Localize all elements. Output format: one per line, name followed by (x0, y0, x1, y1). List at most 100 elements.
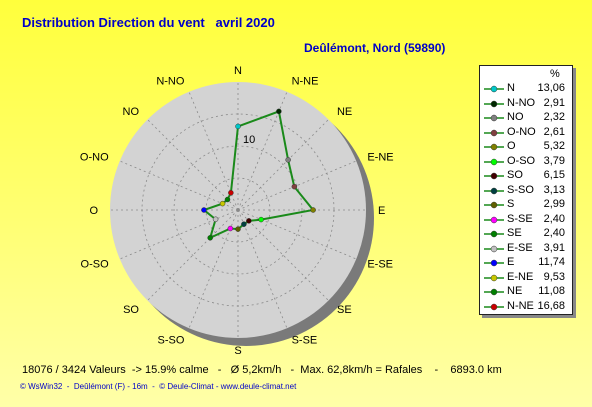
compass-label-s-se: S-SE (292, 334, 318, 346)
legend-swatch (484, 100, 504, 107)
compass-label-e-se: E-SE (367, 259, 393, 271)
legend: % N 13,06 N-NO 2,91 NO 2,32 O-NO 2,61 O 5,32 O-SO 3… (479, 65, 573, 315)
footer-stats: 18076 / 3424 Valeurs -> 15.9% calme - Ø … (22, 364, 502, 376)
legend-value: 3,79 (543, 154, 565, 167)
compass-labels: N N-NE NE E-NE E E-SE SE S-SE S S-SO SO O-SO O O-NO NO… (80, 65, 394, 357)
legend-swatch (484, 172, 504, 180)
compass-label-se: SE (337, 304, 352, 316)
compass-label-ne: NE (337, 106, 352, 118)
grid-spoke (237, 119, 329, 211)
legend-value: 6,15 (543, 169, 565, 181)
legend-value: 9,53 (543, 270, 565, 283)
legend-item: NO 2,32 (480, 111, 572, 125)
legend-value: 2,99 (543, 198, 565, 210)
legend-label: NE (507, 285, 523, 297)
marker-s (235, 226, 241, 232)
legend-item: SO 6,15 (480, 169, 572, 183)
legend-label: NO (507, 111, 524, 123)
compass-label-no: NO (123, 106, 140, 118)
legend-value: 2,61 (543, 125, 565, 138)
legend-item: E-NE 9,53 (480, 271, 572, 285)
legend-swatch (484, 274, 504, 281)
chart-grid (110, 82, 366, 338)
marker-se (246, 218, 252, 224)
legend-value: 3,13 (543, 183, 565, 196)
legend-label: S (507, 198, 515, 210)
legend-value: 13,06 (537, 82, 565, 94)
footer-credits: © WsWin32 - Deûlémont (F) - 16m - © Deul… (20, 382, 297, 391)
legend-swatch (484, 114, 504, 122)
legend-item: SE 2,40 (480, 227, 572, 241)
legend-swatch (484, 288, 504, 296)
legend-item: N-NE 16,68 (480, 300, 572, 314)
compass-label-s-so: S-SO (158, 334, 185, 346)
grid-ring (173, 145, 303, 275)
grid-spoke (237, 209, 288, 329)
legend-value: 2,91 (543, 96, 565, 109)
legend-item: S 2,99 (480, 198, 572, 212)
marker-o-so (212, 216, 219, 223)
grid-spoke (147, 209, 239, 301)
marker-o (201, 207, 207, 213)
legend-label: O-SO (507, 154, 536, 167)
marker-n (235, 123, 241, 130)
ring-tick-label: 10 (243, 134, 255, 146)
compass-label-n-ne: N-NE (292, 76, 319, 88)
legend-value: 11,74 (538, 256, 565, 268)
grid-spoke (237, 209, 329, 301)
legend-label: N-NO (507, 96, 536, 109)
legend-label: O (507, 140, 516, 152)
compass-label-n: N (234, 65, 242, 77)
grid-spoke (119, 209, 239, 260)
legend-item: S-SO 3,13 (480, 184, 572, 198)
marker-s-se (241, 221, 247, 227)
legend-swatch (484, 85, 504, 93)
legend-swatch (484, 143, 504, 151)
station-location: Deûlémont, Nord (59890) (304, 41, 446, 55)
marker-e-ne (291, 183, 298, 190)
marker-n-ne (276, 108, 282, 115)
grid-spoke (237, 160, 357, 211)
legend-item: O-SO 3,79 (480, 155, 572, 169)
legend-item: NE 11,08 (480, 285, 572, 299)
legend-label: E-SE (507, 241, 533, 254)
marker-e (310, 207, 316, 213)
legend-label: S-SO (507, 183, 534, 196)
grid-spoke (237, 209, 357, 260)
legend-value: 5,32 (543, 140, 565, 152)
chart-title: Distribution Direction du vent avril 202… (22, 15, 275, 30)
compass-label-o-no: O-NO (80, 151, 109, 163)
legend-label: N-NE (507, 299, 534, 312)
legend-swatch (484, 216, 504, 223)
legend-swatch (484, 230, 504, 238)
legend-item: N 13,06 (480, 82, 572, 96)
compass-label-so: SO (123, 304, 139, 316)
legend-label: SE (507, 227, 522, 239)
legend-swatch (484, 303, 504, 310)
legend-swatch (484, 259, 504, 267)
legend-label: E-NE (507, 270, 534, 283)
legend-unit: % (550, 68, 560, 80)
legend-value: 16,68 (537, 299, 565, 312)
marker-so (207, 235, 213, 241)
legend-label: N (507, 82, 515, 94)
legend-value: 11,08 (538, 285, 565, 297)
legend-item: E 11,74 (480, 256, 572, 270)
legend-value: 2,40 (543, 212, 565, 225)
compass-label-n-no: N-NO (156, 76, 185, 88)
legend-item: O-NO 2,61 (480, 126, 572, 140)
legend-label: SO (507, 169, 523, 181)
legend-value: 3,91 (543, 241, 565, 254)
legend-item: S-SE 2,40 (480, 213, 572, 227)
legend-label: S-SE (507, 212, 533, 225)
compass-label-o: O (89, 205, 98, 217)
series-markers (201, 108, 316, 241)
legend-swatch (484, 187, 504, 194)
marker-n-no (228, 190, 234, 196)
marker-ne (285, 157, 291, 163)
legend-swatch (484, 129, 504, 136)
legend-label: E (507, 256, 515, 268)
compass-label-s: S (234, 345, 241, 357)
legend-swatch (484, 201, 504, 209)
